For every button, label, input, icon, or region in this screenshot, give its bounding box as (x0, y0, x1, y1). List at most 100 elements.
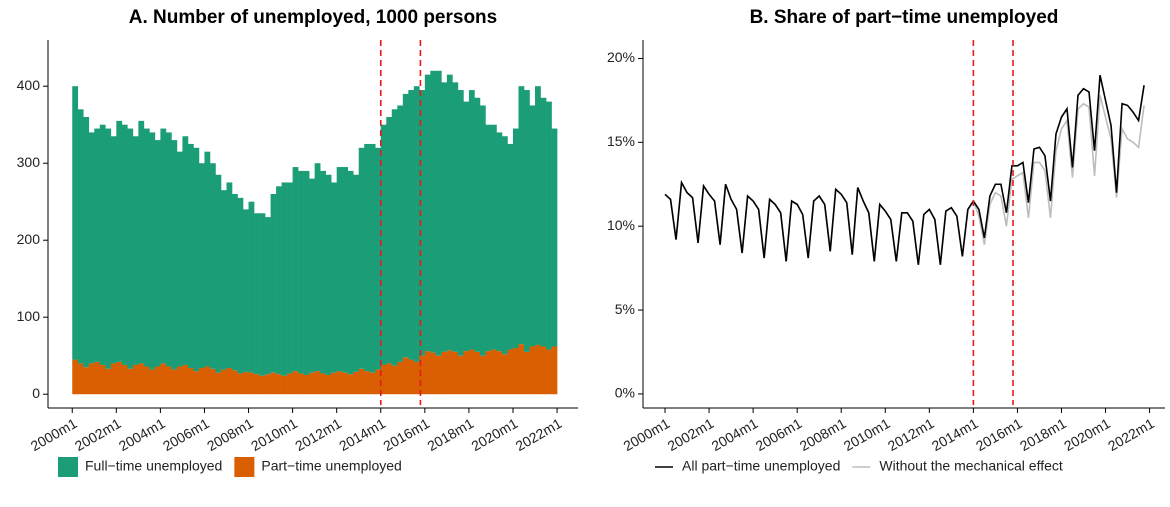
bar (490, 124, 497, 350)
bar (237, 197, 244, 374)
bar (419, 355, 426, 395)
bar (105, 368, 112, 395)
bar (320, 373, 326, 395)
bar (309, 178, 315, 373)
bar (325, 374, 332, 395)
bar (171, 140, 178, 370)
bar (524, 351, 530, 395)
x-tick-label: 2014m1 (336, 415, 388, 454)
bar (154, 366, 161, 395)
bar (171, 369, 178, 395)
bar (446, 350, 453, 395)
bar (110, 363, 117, 395)
bar (375, 369, 382, 395)
bar (265, 374, 271, 395)
bar (463, 101, 470, 352)
bar (485, 124, 492, 352)
bar (524, 90, 530, 352)
legend-label: Without the mechanical effect (879, 458, 1063, 474)
x-tick-label: 2012m1 (885, 415, 937, 454)
x-tick-label: 2020m1 (469, 415, 521, 454)
bar (512, 348, 519, 395)
bar (419, 90, 426, 356)
bar (287, 182, 293, 374)
bar (149, 369, 156, 395)
x-tick-label: 2006m1 (160, 415, 212, 454)
bar (424, 74, 431, 352)
bar (176, 151, 183, 367)
bar (430, 352, 437, 395)
y-tick-label: 100 (17, 308, 41, 324)
x-tick-label: 2000m1 (28, 415, 80, 454)
bar (243, 209, 249, 372)
x-tick-label: 2002m1 (72, 415, 124, 454)
bar (535, 344, 541, 395)
bar (204, 366, 211, 395)
bar (198, 368, 205, 395)
bar (342, 167, 349, 373)
bar (507, 349, 514, 395)
bar (535, 86, 541, 345)
bar (132, 136, 139, 365)
bar (402, 357, 409, 395)
x-tick-label: 2004m1 (709, 415, 761, 454)
bar (446, 74, 453, 351)
bar (77, 109, 84, 364)
bar (270, 194, 277, 373)
bar (507, 143, 514, 350)
bar (479, 355, 486, 395)
bar (309, 372, 315, 395)
y-tick-label: 200 (17, 231, 41, 247)
bar (369, 143, 376, 373)
bar (143, 128, 150, 367)
y-tick-label: 15% (607, 133, 635, 149)
bar (209, 163, 216, 369)
bar (182, 136, 189, 365)
bar (160, 363, 167, 395)
bar (479, 105, 486, 356)
bar (430, 70, 437, 353)
bar (540, 346, 547, 395)
x-tick-label: 2008m1 (204, 415, 256, 454)
bar (529, 346, 536, 395)
bar (193, 147, 200, 372)
bar (303, 170, 310, 375)
bar (375, 147, 382, 370)
bar (94, 361, 101, 395)
bar (187, 143, 194, 369)
x-tick-label: 2016m1 (380, 415, 432, 454)
x-tick-label: 2018m1 (1017, 415, 1069, 454)
bar (518, 86, 525, 345)
bar (281, 375, 288, 395)
bar (99, 124, 106, 365)
bar (270, 372, 277, 395)
line (664, 95, 1145, 265)
bar (501, 354, 508, 395)
x-tick-label: 2010m1 (248, 415, 300, 454)
bar (265, 217, 271, 375)
bar (276, 374, 282, 395)
bar (452, 351, 459, 395)
bar (99, 364, 106, 395)
bar (198, 163, 205, 369)
bar (116, 361, 123, 395)
x-tick-label: 2000m1 (621, 415, 673, 454)
y-tick-label: 0 (32, 385, 40, 401)
bar (331, 372, 337, 395)
x-tick-label: 2008m1 (797, 415, 849, 454)
bar (320, 170, 326, 374)
bar (292, 167, 299, 372)
bar (331, 182, 337, 373)
x-tick-label: 2018m1 (424, 415, 476, 454)
bar (160, 128, 167, 364)
x-tick-label: 2010m1 (841, 415, 893, 454)
bar (358, 147, 365, 369)
bar (391, 109, 398, 366)
bar (138, 120, 145, 364)
legend-label: Full−time unemployed (85, 458, 222, 474)
bar (72, 359, 79, 395)
x-tick-label: 2004m1 (116, 415, 168, 454)
bar (397, 105, 404, 362)
y-tick-label: 5% (615, 301, 635, 317)
bar (143, 366, 150, 395)
